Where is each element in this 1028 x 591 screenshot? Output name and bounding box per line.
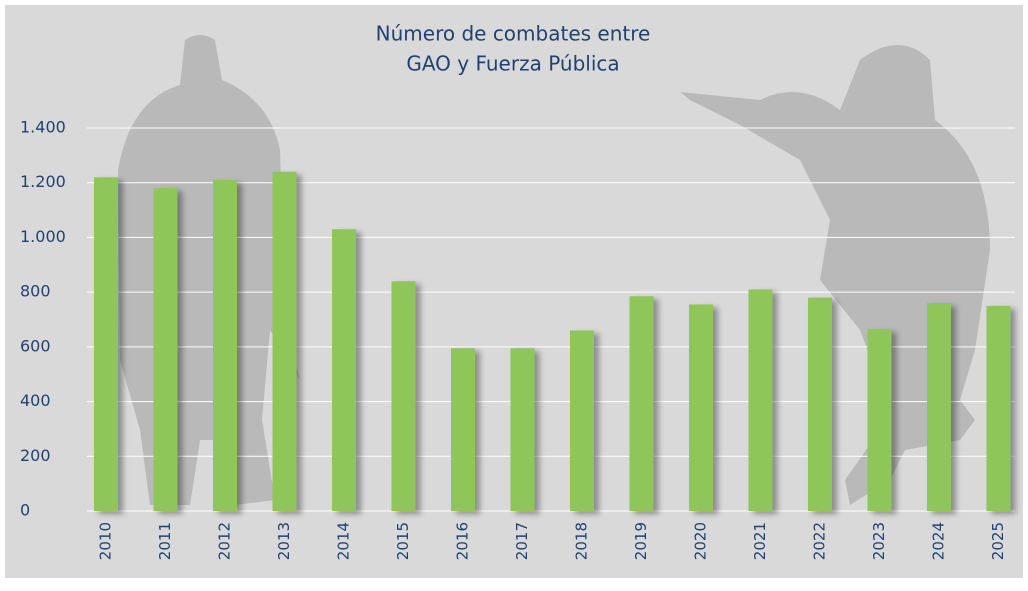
bar	[213, 180, 237, 511]
bar	[570, 330, 594, 511]
y-tick-label: 0	[20, 501, 30, 520]
x-tick-label: 2013	[275, 522, 293, 560]
x-tick-label: 2018	[573, 522, 591, 560]
bar	[749, 289, 773, 511]
bar	[94, 177, 118, 511]
x-tick-label: 2020	[692, 522, 710, 560]
bar	[451, 348, 475, 511]
x-tick-label: 2025	[989, 522, 1007, 560]
y-tick-label: 1.000	[20, 227, 66, 246]
x-tick-label: 2023	[870, 522, 888, 560]
x-tick-label: 2011	[156, 522, 174, 560]
y-tick-label: 800	[20, 282, 51, 301]
bar	[392, 281, 416, 511]
x-tick-label: 2014	[335, 522, 353, 560]
bar	[927, 303, 951, 511]
x-tick-label: 2017	[513, 522, 531, 560]
bar	[511, 348, 535, 511]
y-tick-label: 1.400	[20, 118, 66, 137]
x-tick-label: 2021	[751, 522, 769, 560]
bar	[868, 329, 892, 511]
y-tick-label: 400	[20, 391, 51, 410]
bar	[154, 188, 178, 511]
x-tick-label: 2015	[394, 522, 412, 560]
y-tick-label: 600	[20, 336, 51, 355]
bar	[808, 298, 832, 511]
x-tick-label: 2012	[216, 522, 234, 560]
x-tick-label: 2016	[454, 522, 472, 560]
page: {"chart_data": {"type": "bar", "title_li…	[0, 0, 1028, 591]
x-tick-label: 2022	[811, 522, 829, 560]
chart-title: GAO y Fuerza Pública	[406, 52, 619, 76]
x-tick-label: 2024	[930, 522, 948, 560]
bar	[332, 229, 356, 511]
x-tick-label: 2010	[97, 522, 115, 560]
y-tick-label: 200	[20, 446, 51, 465]
bar	[630, 296, 654, 511]
bar	[987, 306, 1011, 511]
bar	[273, 172, 297, 511]
bar	[689, 304, 713, 511]
y-tick-label: 1.200	[20, 172, 66, 191]
chart: Número de combates entre GAO y Fuerza Pú…	[0, 0, 1028, 591]
chart-title: Número de combates entre	[376, 22, 651, 46]
x-tick-label: 2019	[632, 522, 650, 560]
